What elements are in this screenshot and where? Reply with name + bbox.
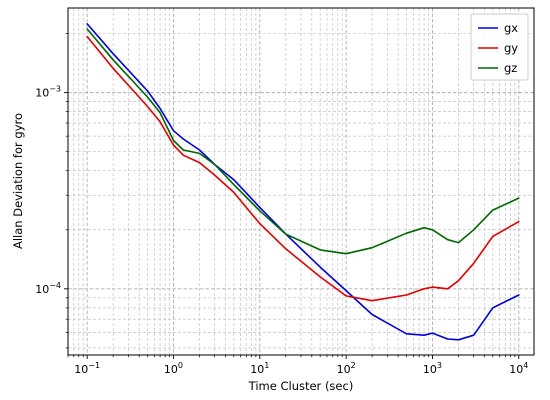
- x-axis-label: Time Cluster (sec): [248, 379, 354, 393]
- legend-label-gz: gz: [504, 61, 517, 75]
- legend: gx gy gz: [470, 13, 529, 81]
- series-line-gy: [86, 35, 520, 302]
- legend-label-gy: gy: [504, 41, 518, 55]
- y-tick-label: 10−3: [35, 85, 61, 100]
- x-tick-label: 10−1: [74, 361, 100, 376]
- legend-label-gx: gx: [504, 21, 518, 35]
- y-axis-label: Allan Deviation for gyro: [11, 113, 25, 249]
- x-tick-label: 100: [164, 361, 183, 376]
- series-layer: [86, 23, 520, 341]
- x-tick-label: 101: [250, 361, 269, 376]
- y-tick-label: 10−4: [35, 281, 61, 296]
- series-line-gz: [86, 28, 520, 255]
- x-tick-label: 102: [337, 361, 356, 376]
- x-tick-label: 103: [423, 361, 442, 376]
- series-line-gx: [86, 23, 520, 341]
- legend-box: [470, 13, 529, 81]
- x-tick-label: 104: [509, 361, 528, 376]
- ticks-layer: 10−1 100 101 102 103 104 10−4 10−3: [35, 33, 528, 376]
